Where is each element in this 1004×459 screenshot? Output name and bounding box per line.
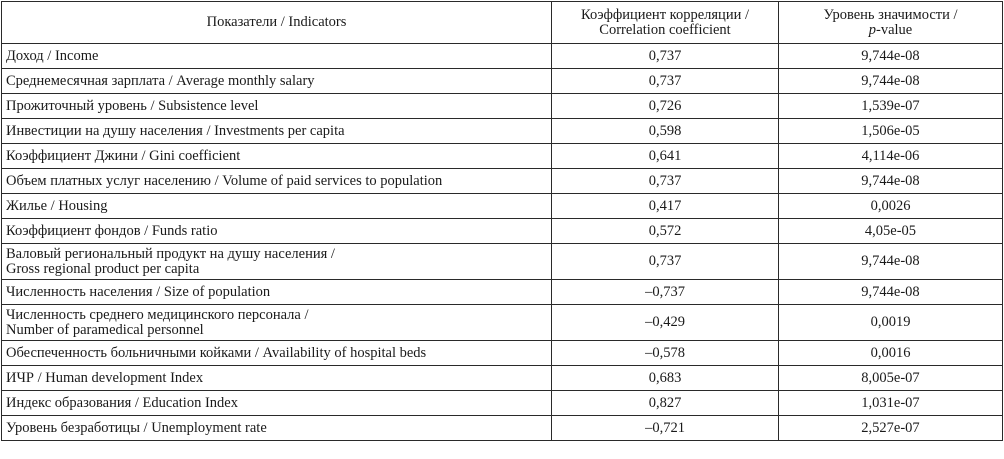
correlation-value: –0,578 — [551, 340, 779, 366]
indicator-label-line2: Gross regional product per capita — [6, 260, 200, 277]
table-row: Жилье / Housing 0,417 0,0026 — [1, 193, 1003, 219]
indicator-cell: Прожиточный уровень / Subsistence level — [1, 93, 552, 119]
header-pvalue-line1: Уровень значимости / — [823, 6, 958, 23]
indicator-cell: Коэффициент Джини / Gini coefficient — [1, 143, 552, 169]
correlation-value: 0,737 — [551, 43, 779, 69]
pvalue-value: 2,527e-07 — [778, 415, 1003, 441]
pvalue-value: 9,744e-08 — [778, 279, 1003, 305]
indicator-cell: Коэффициент фондов / Funds ratio — [1, 218, 552, 244]
indicator-label-line2: Number of paramedical personnel — [6, 321, 204, 338]
table-row: Индекс образования / Education Index 0,82… — [1, 390, 1003, 416]
pvalue-value: 1,031e-07 — [778, 390, 1003, 416]
indicator-cell: Обеспеченность больничными койками / Ava… — [1, 340, 552, 366]
table-row: Коэффициент фондов / Funds ratio 0,572 4,0… — [1, 218, 1003, 244]
table-row: Инвестиции на душу населения / Investmen… — [1, 118, 1003, 144]
indicator-label: Среднемесячная зарплата / Average monthl… — [6, 72, 315, 89]
table-body: Доход / Income 0,737 9,744e-08 Среднемесячн… — [1, 43, 1003, 441]
pvalue-value: 4,05e-05 — [778, 218, 1003, 244]
table-row: Численность среднего медицинского персон… — [1, 304, 1003, 341]
indicator-cell: Инвестиции на душу населения / Investmen… — [1, 118, 552, 144]
correlation-value: 0,641 — [551, 143, 779, 169]
correlation-value: –0,429 — [551, 304, 779, 341]
table-row: Прожиточный уровень / Subsistence level 0… — [1, 93, 1003, 119]
correlation-value: 0,737 — [551, 243, 779, 280]
indicator-cell: Численность среднего медицинского персон… — [1, 304, 552, 341]
header-pvalue-line2: p-value — [783, 21, 998, 38]
indicator-cell: ИЧР / Human development Index — [1, 365, 552, 391]
table-row: Обеспеченность больничными койками / Ava… — [1, 340, 1003, 366]
correlation-value: 0,417 — [551, 193, 779, 219]
indicator-label: Объем платных услуг населению / Volume o… — [6, 172, 443, 189]
table-row: Доход / Income 0,737 9,744e-08 — [1, 43, 1003, 69]
indicator-label: Численность населения / Size of populati… — [6, 283, 271, 300]
pvalue-value: 4,114e-06 — [778, 143, 1003, 169]
pvalue-value: 1,506e-05 — [778, 118, 1003, 144]
header-correlation-line2: Correlation coefficient — [599, 21, 731, 38]
table-row: Численность населения / Size of populati… — [1, 279, 1003, 305]
table-row: ИЧР / Human development Index 0,683 8,005e… — [1, 365, 1003, 391]
indicator-label: Инвестиции на душу населения / Investmen… — [6, 122, 345, 139]
pvalue-value: 9,744e-08 — [778, 43, 1003, 69]
header-correlation: Коэффициент корреляции / Correlation coe… — [551, 1, 779, 44]
correlation-value: 0,726 — [551, 93, 779, 119]
indicator-cell: Объем платных услуг населению / Volume o… — [1, 168, 552, 194]
indicator-label: Валовый региональный продукт на душу нас… — [6, 245, 335, 262]
pvalue-value: 9,744e-08 — [778, 68, 1003, 94]
indicator-label: ИЧР / Human development Index — [6, 369, 204, 386]
pvalue-value: 9,744e-08 — [778, 243, 1003, 280]
table-row: Уровень безработицы / Unemployment rate –… — [1, 415, 1003, 441]
indicator-label: Прожиточный уровень / Subsistence level — [6, 97, 259, 114]
correlation-value: 0,827 — [551, 390, 779, 416]
table-row: Коэффициент Джини / Gini coefficient 0,64… — [1, 143, 1003, 169]
indicator-label: Коэффициент фондов / Funds ratio — [6, 222, 218, 239]
correlation-value: 0,737 — [551, 168, 779, 194]
indicator-label: Обеспеченность больничными койками / Ava… — [6, 344, 427, 361]
indicator-cell: Среднемесячная зарплата / Average monthl… — [1, 68, 552, 94]
pvalue-value: 9,744e-08 — [778, 168, 1003, 194]
indicator-cell: Уровень безработицы / Unemployment rate — [1, 415, 552, 441]
table-row: Объем платных услуг населению / Volume o… — [1, 168, 1003, 194]
header-indicators: Показатели / Indicators — [1, 1, 552, 44]
correlation-value: 0,683 — [551, 365, 779, 391]
pvalue-value: 0,0026 — [778, 193, 1003, 219]
table-row: Среднемесячная зарплата / Average monthl… — [1, 68, 1003, 94]
header-row: Показатели / Indicators Коэффициент корр… — [1, 1, 1003, 44]
indicator-label: Индекс образования / Education Index — [6, 394, 238, 411]
pvalue-value: 8,005e-07 — [778, 365, 1003, 391]
header-pvalue: Уровень значимости / p-value — [778, 1, 1003, 44]
indicator-label: Коэффициент Джини / Gini coefficient — [6, 147, 241, 164]
pvalue-value: 0,0016 — [778, 340, 1003, 366]
indicator-label: Уровень безработицы / Unemployment rate — [6, 419, 267, 436]
correlation-value: –0,737 — [551, 279, 779, 305]
indicator-label: Доход / Income — [6, 47, 99, 64]
table-row: Валовый региональный продукт на душу нас… — [1, 243, 1003, 280]
correlation-value: 0,572 — [551, 218, 779, 244]
indicator-label: Численность среднего медицинского персон… — [6, 306, 309, 323]
pvalue-value: 0,0019 — [778, 304, 1003, 341]
pvalue-value: 1,539e-07 — [778, 93, 1003, 119]
correlation-value: –0,721 — [551, 415, 779, 441]
correlation-table: Показатели / Indicators Коэффициент корр… — [1, 1, 1003, 441]
header-pvalue-rest: -value — [876, 21, 913, 38]
indicator-cell: Валовый региональный продукт на душу нас… — [1, 243, 552, 280]
indicator-cell: Численность населения / Size of populati… — [1, 279, 552, 305]
indicator-cell: Жилье / Housing — [1, 193, 552, 219]
indicator-label: Жилье / Housing — [6, 197, 108, 214]
indicator-cell: Доход / Income — [1, 43, 552, 69]
header-pvalue-p: p — [868, 21, 876, 38]
correlation-value: 0,737 — [551, 68, 779, 94]
correlation-value: 0,598 — [551, 118, 779, 144]
header-correlation-line1: Коэффициент корреляции / — [581, 6, 749, 23]
indicator-cell: Индекс образования / Education Index — [1, 390, 552, 416]
